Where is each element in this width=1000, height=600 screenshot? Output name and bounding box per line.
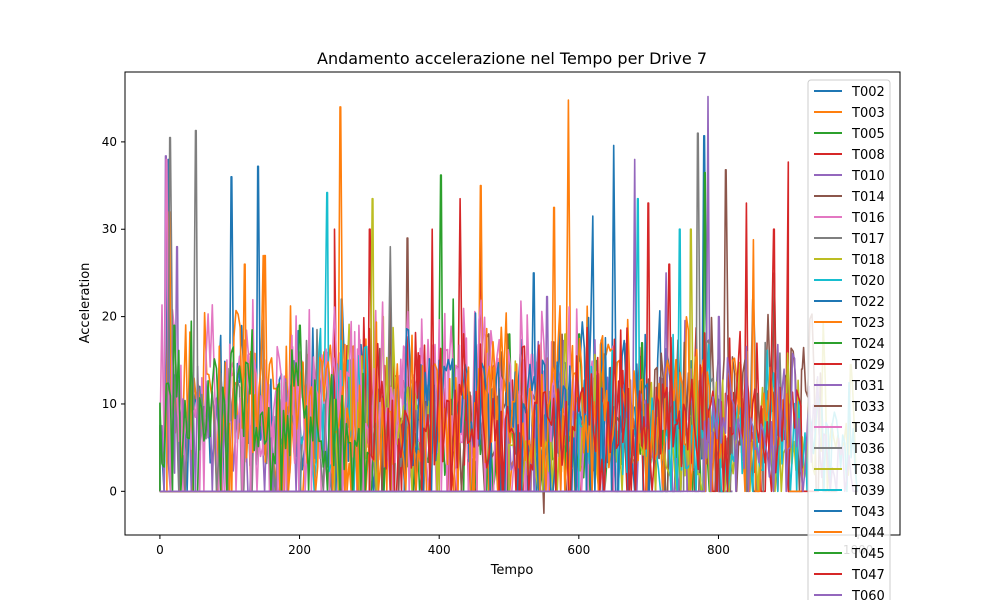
- y-axis-label: Acceleration: [78, 263, 93, 344]
- legend-label-T034: T034: [851, 421, 885, 436]
- legend-label-T002: T002: [851, 85, 885, 100]
- legend-label-T005: T005: [851, 127, 885, 142]
- y-tick-label: 30: [102, 222, 117, 236]
- legend-label-T031: T031: [851, 379, 885, 394]
- series-line-T045: [159, 320, 384, 493]
- legend-label-T024: T024: [851, 337, 885, 352]
- plot-frame: [124, 71, 901, 536]
- x-tick-label: 0: [156, 543, 164, 557]
- y-axis-ticks: 0 10 20 30 40: [102, 135, 125, 498]
- legend-label-T029: T029: [851, 358, 885, 373]
- legend-label-T014: T014: [851, 190, 885, 205]
- x-axis-label: Tempo: [490, 563, 534, 578]
- x-tick-label: 400: [428, 543, 451, 557]
- legend-label-T036: T036: [851, 442, 885, 457]
- legend-label-T060: T060: [851, 589, 885, 600]
- legend-label-T047: T047: [851, 568, 885, 583]
- legend-label-T017: T017: [851, 232, 885, 247]
- legend-label-T018: T018: [851, 253, 885, 268]
- legend-label-T045: T045: [851, 547, 885, 562]
- legend-box: [807, 79, 891, 600]
- legend-label-T003: T003: [851, 106, 885, 121]
- series-line-T047: [159, 228, 817, 493]
- x-tick-label: 800: [707, 543, 730, 557]
- legend-label-T020: T020: [851, 274, 885, 289]
- legend-label-T044: T044: [851, 526, 885, 541]
- y-tick-label: 10: [102, 397, 117, 411]
- legend-label-T016: T016: [851, 211, 885, 226]
- legend-label-T022: T022: [851, 295, 885, 310]
- legend-label-T038: T038: [851, 463, 885, 478]
- y-tick-label: 40: [102, 135, 117, 149]
- x-tick-label: 600: [567, 543, 590, 557]
- legend-label-T043: T043: [851, 505, 885, 520]
- series-line-T034: [159, 298, 628, 493]
- y-tick-label: 0: [109, 484, 117, 498]
- legend-label-T023: T023: [851, 316, 885, 331]
- series-line-T044: [159, 238, 803, 493]
- y-tick-label: 20: [102, 310, 117, 324]
- x-tick-label: 200: [288, 543, 311, 557]
- legend-label-T008: T008: [851, 148, 885, 163]
- legend-label-T010: T010: [851, 169, 885, 184]
- legend: T002 T003 T005 T008 T010 T014 T016 T017 T018 T020…: [807, 79, 891, 600]
- chart-title: Andamento accelerazione nel Tempo per Dr…: [317, 49, 707, 68]
- legend-label-T039: T039: [851, 484, 885, 499]
- legend-label-T033: T033: [851, 400, 885, 415]
